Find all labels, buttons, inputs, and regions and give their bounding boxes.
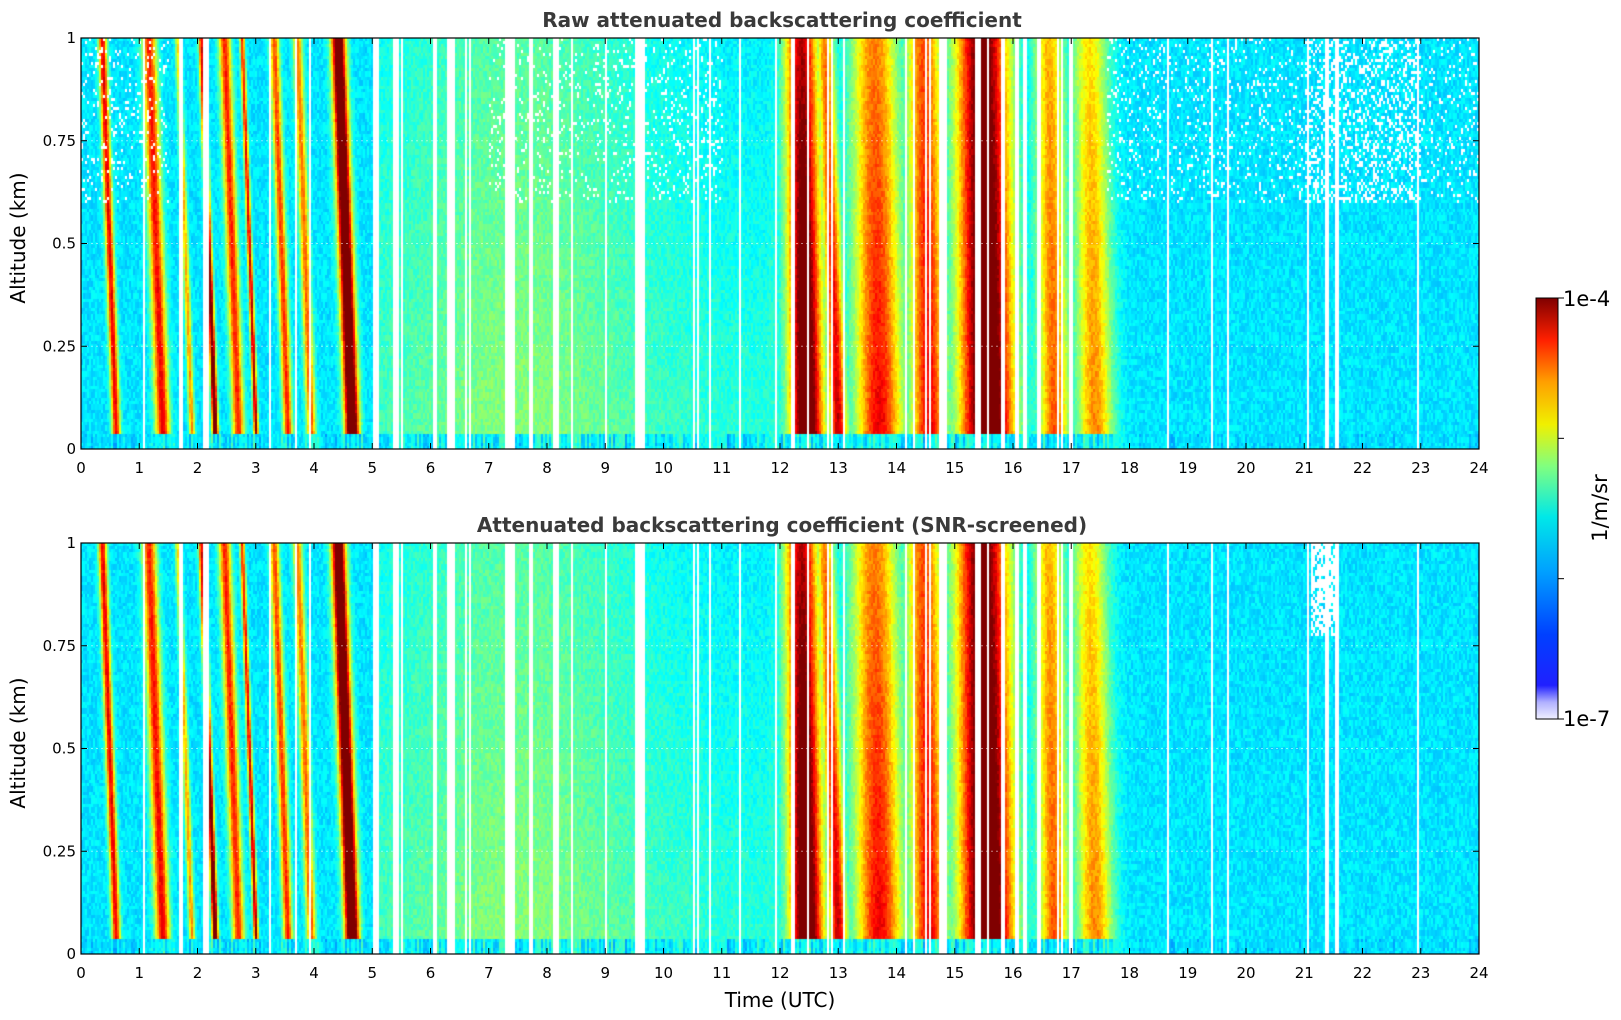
x-tick-label: 15 bbox=[945, 964, 964, 982]
x-tick-label: 6 bbox=[426, 459, 436, 477]
x-tick-label: 14 bbox=[887, 459, 906, 477]
x-tick-label: 0 bbox=[76, 459, 86, 477]
y-axis-label-raw: Altitude (km) bbox=[6, 172, 30, 303]
x-tick-label: 9 bbox=[600, 964, 610, 982]
x-tick-label: 9 bbox=[600, 459, 610, 477]
colorbar: 1e-4 1e-7 1/m/sr bbox=[1535, 287, 1612, 731]
x-tick-label: 19 bbox=[1178, 964, 1197, 982]
x-tick-label: 13 bbox=[829, 964, 848, 982]
x-tick-label: 17 bbox=[1062, 964, 1081, 982]
x-tick-label: 1 bbox=[134, 964, 144, 982]
x-tick-label: 7 bbox=[484, 459, 494, 477]
colorbar-gradient bbox=[1535, 297, 1559, 720]
x-tick-label: 8 bbox=[542, 964, 552, 982]
y-ticks-raw: 0 0.25 0.5 0.75 1 bbox=[43, 29, 1479, 458]
x-tick-label: 21 bbox=[1295, 964, 1314, 982]
x-tick-label: 20 bbox=[1236, 964, 1255, 982]
x-tick-label: 22 bbox=[1353, 459, 1372, 477]
x-tick-label: 24 bbox=[1469, 459, 1488, 477]
x-ticks-raw: 0 1 2 3 4 5 6 7 8 9 10 11 12 13 14 15 16 17 18 19 20 21 22 23 24 bbox=[76, 38, 1489, 477]
x-tick-label: 24 bbox=[1469, 964, 1488, 982]
x-tick-label: 4 bbox=[309, 964, 319, 982]
x-tick-label: 8 bbox=[542, 459, 552, 477]
x-tick-label: 20 bbox=[1236, 459, 1255, 477]
heatmap-raw bbox=[81, 38, 1479, 449]
x-tick-label: 13 bbox=[829, 459, 848, 477]
panel-snr-screened-backscatter: Attenuated backscattering coefficient (S… bbox=[6, 513, 1489, 1012]
x-tick-label: 16 bbox=[1003, 459, 1022, 477]
colorbar-max-label: 1e-4 bbox=[1563, 287, 1610, 311]
y-tick-label: 0 bbox=[66, 945, 76, 963]
x-ticks-snr: 0 1 2 3 4 5 6 7 8 9 10 11 12 13 14 15 16 17 18 19 20 21 22 23 24 bbox=[76, 543, 1489, 982]
x-tick-label: 12 bbox=[770, 459, 789, 477]
x-tick-label: 16 bbox=[1003, 964, 1022, 982]
y-ticks-snr: 0 0.25 0.5 0.75 1 bbox=[43, 534, 1479, 963]
x-tick-label: 10 bbox=[654, 964, 673, 982]
x-tick-label: 17 bbox=[1062, 459, 1081, 477]
x-tick-label: 18 bbox=[1120, 459, 1139, 477]
x-tick-label: 0 bbox=[76, 964, 86, 982]
x-tick-label: 21 bbox=[1295, 459, 1314, 477]
x-tick-label: 4 bbox=[309, 459, 319, 477]
x-tick-label: 3 bbox=[251, 964, 261, 982]
x-tick-label: 23 bbox=[1411, 459, 1430, 477]
panel-raw-backscatter: Raw attenuated backscattering coefficien… bbox=[6, 8, 1489, 477]
x-tick-label: 11 bbox=[712, 964, 731, 982]
x-tick-label: 18 bbox=[1120, 964, 1139, 982]
x-tick-label: 14 bbox=[887, 964, 906, 982]
y-tick-label: 0 bbox=[66, 440, 76, 458]
x-tick-label: 2 bbox=[193, 459, 203, 477]
y-tick-label: 1 bbox=[66, 29, 76, 47]
x-tick-label: 23 bbox=[1411, 964, 1430, 982]
x-tick-label: 22 bbox=[1353, 964, 1372, 982]
x-tick-label: 10 bbox=[654, 459, 673, 477]
y-tick-label: 0.5 bbox=[52, 235, 76, 253]
panel-title-raw: Raw attenuated backscattering coefficien… bbox=[542, 8, 1022, 32]
x-tick-label: 5 bbox=[367, 964, 377, 982]
colorbar-unit-label: 1/m/sr bbox=[1588, 474, 1612, 542]
y-tick-label: 1 bbox=[66, 534, 76, 552]
x-tick-label: 5 bbox=[367, 459, 377, 477]
x-tick-label: 15 bbox=[945, 459, 964, 477]
gridlines-raw bbox=[81, 140, 1479, 347]
x-axis-label: Time (UTC) bbox=[724, 988, 836, 1012]
y-tick-label: 0.5 bbox=[52, 740, 76, 758]
x-tick-label: 2 bbox=[193, 964, 203, 982]
y-axis-label-snr: Altitude (km) bbox=[6, 677, 30, 808]
x-tick-label: 12 bbox=[770, 964, 789, 982]
x-tick-label: 7 bbox=[484, 964, 494, 982]
x-tick-label: 1 bbox=[134, 459, 144, 477]
colorbar-min-label: 1e-7 bbox=[1563, 707, 1610, 731]
heatmap-snr bbox=[81, 543, 1479, 954]
y-tick-label: 0.75 bbox=[43, 637, 76, 655]
y-tick-label: 0.25 bbox=[43, 842, 76, 860]
y-tick-label: 0.75 bbox=[43, 132, 76, 150]
gridlines-snr bbox=[81, 645, 1479, 852]
x-tick-label: 11 bbox=[712, 459, 731, 477]
colorbar-ticks bbox=[1558, 297, 1564, 720]
x-tick-label: 6 bbox=[426, 964, 436, 982]
y-tick-label: 0.25 bbox=[43, 337, 76, 355]
x-tick-label: 3 bbox=[251, 459, 261, 477]
panel-title-snr: Attenuated backscattering coefficient (S… bbox=[477, 513, 1087, 537]
x-tick-label: 19 bbox=[1178, 459, 1197, 477]
